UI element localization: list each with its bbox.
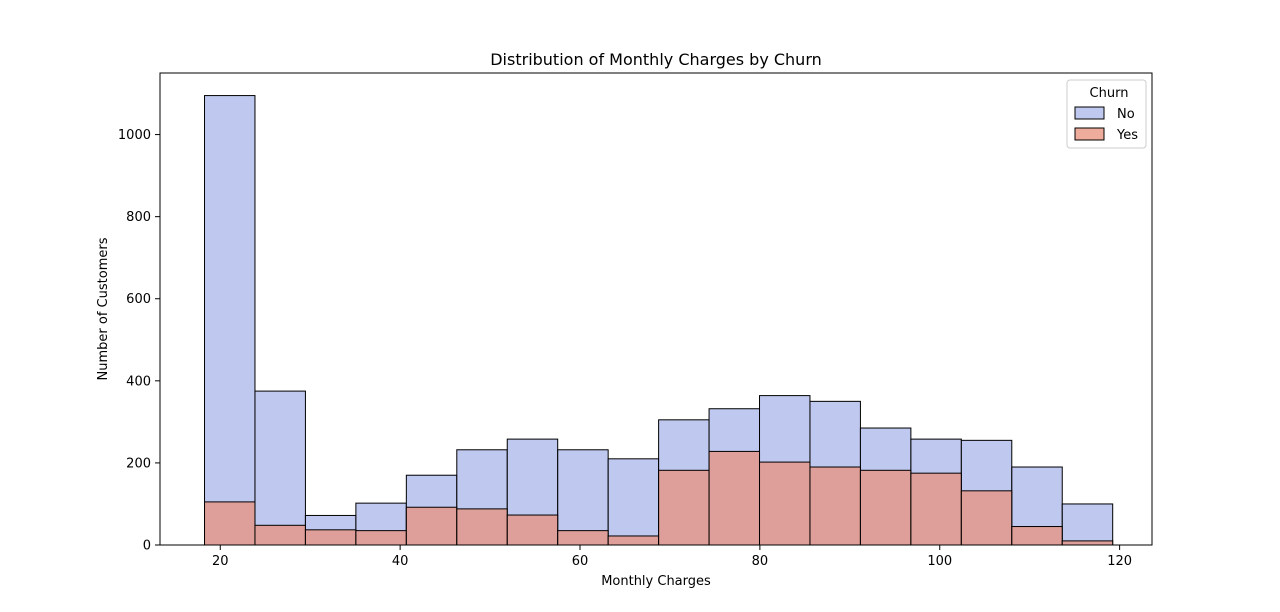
x-tick-label-100: 100 xyxy=(927,554,952,569)
y-tick-label-800: 800 xyxy=(126,210,151,225)
bar-no-8 xyxy=(607,458,660,546)
x-axis: 20 40 60 80 100 120 xyxy=(212,545,1132,569)
x-tick-label-120: 120 xyxy=(1107,554,1132,569)
plot-frame xyxy=(159,72,1153,546)
bar-no-0 xyxy=(204,95,256,546)
bar-yes-17 xyxy=(1061,540,1114,546)
y-axis: 0 200 400 600 800 1000 xyxy=(118,128,160,554)
bar-yes-8 xyxy=(607,535,660,546)
x-tick-label-40: 40 xyxy=(392,554,409,569)
bars-layer xyxy=(204,95,1114,546)
bar-yes-3 xyxy=(355,530,407,546)
bar-yes-1 xyxy=(254,524,306,546)
legend: Churn No Yes xyxy=(1066,79,1147,149)
y-tick-label-400: 400 xyxy=(126,374,151,389)
legend-swatch-no xyxy=(1074,106,1105,120)
x-tick-label-20: 20 xyxy=(212,554,229,569)
legend-swatch-yes xyxy=(1074,127,1105,141)
legend-label-no: No xyxy=(1117,107,1135,122)
legend-title: Churn xyxy=(1090,86,1129,101)
legend-label-yes: Yes xyxy=(1116,128,1138,143)
bar-yes-15 xyxy=(960,490,1013,546)
x-axis-label: Monthly Charges xyxy=(601,574,711,589)
bar-yes-13 xyxy=(859,469,912,546)
x-tick-label-80: 80 xyxy=(752,554,769,569)
y-tick-label-1000: 1000 xyxy=(118,128,151,143)
y-tick-label-200: 200 xyxy=(126,456,151,471)
bar-yes-12 xyxy=(809,466,861,546)
bar-yes-7 xyxy=(557,530,609,546)
bar-yes-14 xyxy=(910,472,962,546)
bar-no-1 xyxy=(254,390,306,546)
bar-yes-6 xyxy=(506,514,559,546)
y-tick-label-0: 0 xyxy=(143,539,151,554)
bar-no-7 xyxy=(557,449,609,546)
bar-yes-10 xyxy=(708,450,761,546)
chart-title: Distribution of Monthly Charges by Churn xyxy=(490,50,822,69)
bar-yes-0 xyxy=(204,501,256,546)
bar-yes-11 xyxy=(759,461,811,546)
y-axis-label: Number of Customers xyxy=(96,237,111,380)
x-tick-label-60: 60 xyxy=(572,554,589,569)
bar-yes-16 xyxy=(1011,526,1063,546)
y-tick-label-600: 600 xyxy=(126,292,151,307)
bar-yes-4 xyxy=(405,506,458,546)
bar-yes-2 xyxy=(304,529,357,546)
bar-no-17 xyxy=(1061,503,1114,546)
bar-yes-5 xyxy=(456,508,508,546)
bar-yes-9 xyxy=(658,469,710,546)
